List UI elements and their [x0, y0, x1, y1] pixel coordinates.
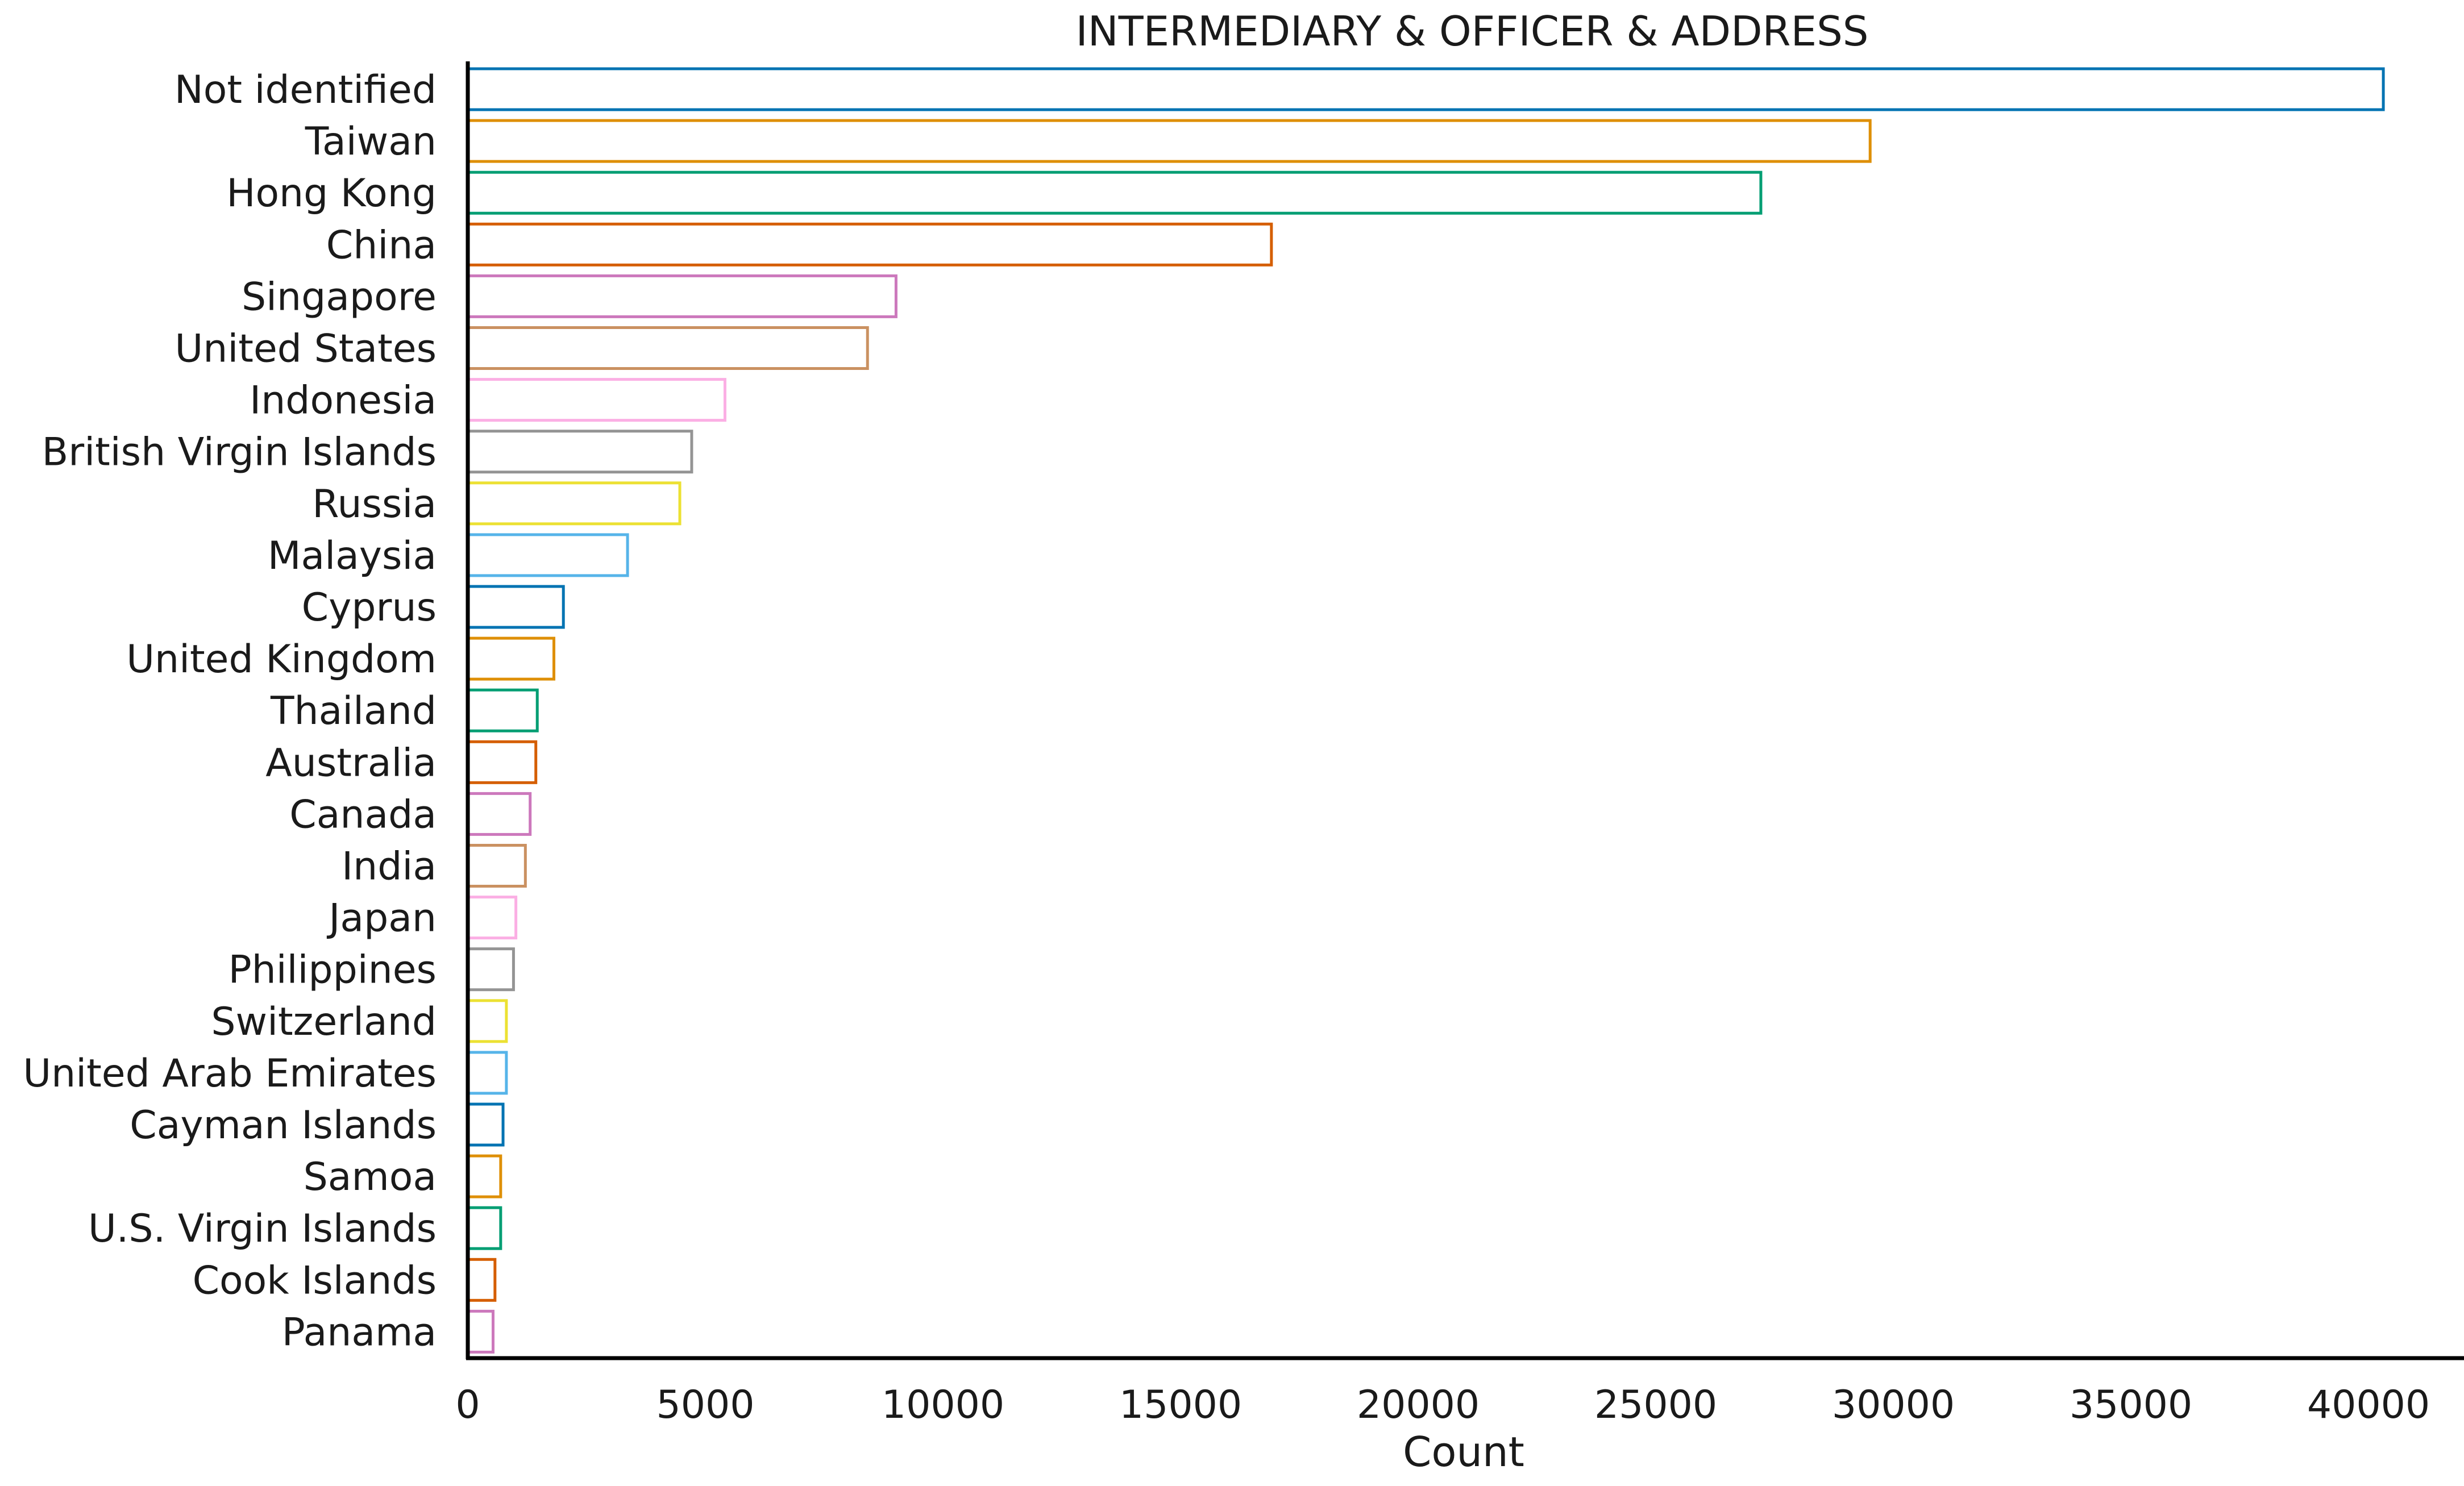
category-label: Indonesia — [250, 378, 437, 423]
category-label: Canada — [289, 792, 437, 837]
category-label: Philippines — [228, 948, 437, 993]
bar-australia — [467, 740, 538, 784]
x-tick-label: 5000 — [656, 1383, 754, 1427]
category-label: Cyprus — [302, 585, 437, 630]
x-tick-label: 0 — [455, 1383, 480, 1427]
bar-russia — [467, 481, 682, 526]
category-label: Japan — [326, 896, 437, 941]
category-label: British Virgin Islands — [42, 430, 437, 475]
category-labels: Not identified Taiwan Hong Kong China Singap… — [23, 68, 437, 1355]
bar-united-states — [467, 326, 869, 370]
bar-cayman-islands — [467, 1102, 505, 1147]
bar-japan — [467, 896, 518, 940]
category-label: United Kingdom — [126, 637, 437, 682]
bar-u-s-virgin-islands — [467, 1206, 502, 1250]
bars-layer — [467, 67, 2385, 1354]
bar-cyprus — [467, 585, 565, 629]
category-label: China — [326, 223, 437, 268]
category-label: Not identified — [174, 68, 437, 113]
bar-cook-islands — [467, 1258, 497, 1302]
x-tick-labels: 0 5000 10000 15000 20000 25000 30000 35000 40000 — [455, 1383, 2430, 1427]
category-label: Thailand — [270, 689, 437, 734]
chart-title: INTERMEDIARY & OFFICER & ADDRESS — [1076, 7, 1869, 55]
category-label: Taiwan — [305, 119, 437, 164]
category-label: Singapore — [242, 274, 437, 319]
x-tick-label: 15000 — [1119, 1383, 1242, 1427]
category-label: United States — [175, 327, 437, 372]
category-label: U.S. Virgin Islands — [88, 1206, 437, 1251]
bar-united-kingdom — [467, 636, 555, 681]
x-tick-label: 25000 — [1594, 1383, 1717, 1427]
bar-samoa — [467, 1154, 502, 1198]
x-tick-label: 10000 — [882, 1383, 1004, 1427]
bar-united-arab-emirates — [467, 1051, 508, 1095]
bar-malaysia — [467, 533, 629, 577]
bar-china — [467, 222, 1273, 267]
category-label: Australia — [265, 740, 437, 785]
category-label: Cayman Islands — [130, 1103, 437, 1148]
category-label: Switzerland — [211, 1000, 437, 1044]
x-tick-label: 20000 — [1357, 1383, 1480, 1427]
bar-taiwan — [467, 119, 1872, 163]
bar-hong-kong — [467, 170, 1763, 215]
category-label: Russia — [312, 482, 437, 527]
category-label: Cook Islands — [193, 1258, 437, 1303]
x-tick-label: 40000 — [2307, 1383, 2430, 1427]
category-label: India — [342, 844, 437, 889]
bar-switzerland — [467, 999, 508, 1043]
x-axis-label: Count — [1403, 1428, 1524, 1476]
category-label: Malaysia — [268, 534, 437, 578]
bar-thailand — [467, 688, 539, 732]
bar-panama — [467, 1309, 495, 1354]
bar-indonesia — [467, 378, 726, 422]
bar-canada — [467, 792, 532, 836]
bar-philippines — [467, 947, 515, 992]
category-label: United Arab Emirates — [23, 1051, 437, 1096]
category-label: Panama — [282, 1310, 437, 1355]
bar-british-virgin-islands — [467, 430, 693, 474]
category-label: Samoa — [304, 1155, 437, 1200]
axes — [466, 61, 2464, 1360]
category-label: Hong Kong — [226, 171, 437, 216]
x-tick-label: 35000 — [2070, 1383, 2192, 1427]
bar-india — [467, 844, 527, 888]
bar-not-identified — [467, 67, 2385, 111]
bar-singapore — [467, 274, 897, 318]
x-tick-label: 30000 — [1832, 1383, 1955, 1427]
